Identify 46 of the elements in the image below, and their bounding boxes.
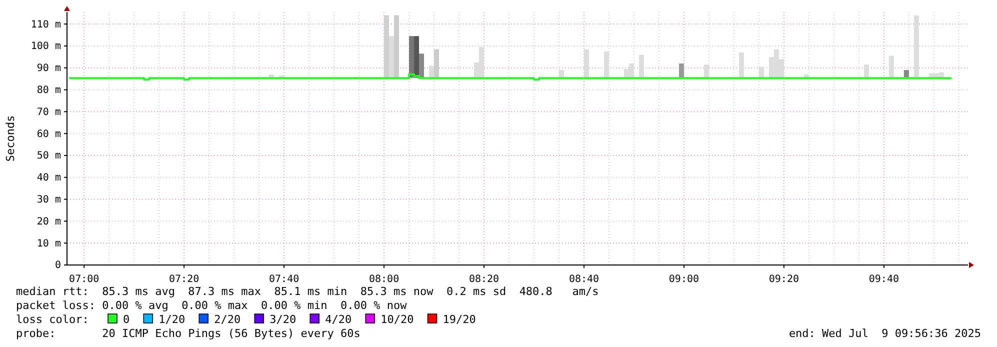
text: end: Wed Jul 9 09:56:36 2025	[788, 327, 981, 340]
bar	[914, 15, 919, 78]
x-tick-label: 07:00	[69, 274, 100, 285]
bar	[409, 36, 414, 78]
y-tick-label: 100 m	[30, 41, 61, 52]
bar	[678, 63, 684, 78]
bar	[638, 54, 644, 78]
x-tick-label: 09:40	[868, 274, 899, 285]
legend-label: 3/20	[270, 313, 296, 326]
x-tick-label: 07:40	[269, 274, 300, 285]
x-tick-label: 08:20	[468, 274, 500, 285]
legend-label: 2/20	[214, 313, 241, 326]
y-tick-label: 60 m	[36, 128, 61, 140]
y-tick-label: 70 m	[36, 106, 61, 118]
legend-label: 4/20	[325, 313, 352, 326]
bar	[389, 36, 394, 78]
legend-title: loss color:	[16, 313, 89, 326]
y-tick-label: 50 m	[36, 150, 61, 162]
legend-label: 10/20	[380, 313, 414, 326]
y-tick-label: 20 m	[36, 216, 61, 228]
x-tick-label: 08:00	[368, 274, 400, 285]
y-tick-label: 110 m	[30, 19, 61, 30]
bar	[584, 49, 589, 78]
bar	[419, 54, 424, 78]
x-tick-label: 08:40	[568, 274, 600, 285]
legend-label: 1/20	[158, 313, 186, 326]
x-tick-label: 09:20	[768, 274, 799, 285]
bar	[864, 64, 869, 78]
bar	[738, 52, 744, 78]
x-tick-label: 07:20	[169, 274, 200, 285]
bar	[888, 56, 894, 78]
text: median rtt: 85.3 ms avg 87.3 ms max 85.1 ms min 85.3 ms now 0.2 ms sd 480.8 am/s	[16, 285, 599, 298]
y-tick-label: 90 m	[36, 63, 61, 74]
bar	[904, 70, 909, 78]
y-axis-title: Seconds	[4, 115, 17, 162]
y-tick-label: 10 m	[36, 238, 61, 250]
y-tick-label: 0	[54, 260, 61, 272]
y-tick-label: 30 m	[36, 194, 61, 206]
legend-label: 0	[123, 313, 130, 326]
x-tick-label: 09:00	[668, 274, 700, 285]
y-tick-label: 40 m	[36, 172, 61, 184]
bar	[414, 36, 420, 78]
y-tick-label: 80 m	[36, 84, 61, 96]
text: packet loss: 0.00 % avg 0.00 % max 0.00 % min 0.00 % now	[16, 299, 408, 312]
text: probe: 20 ICMP Echo Pings (56 Bytes) every 60s	[16, 327, 360, 340]
legend-label: 19/20	[442, 313, 476, 326]
